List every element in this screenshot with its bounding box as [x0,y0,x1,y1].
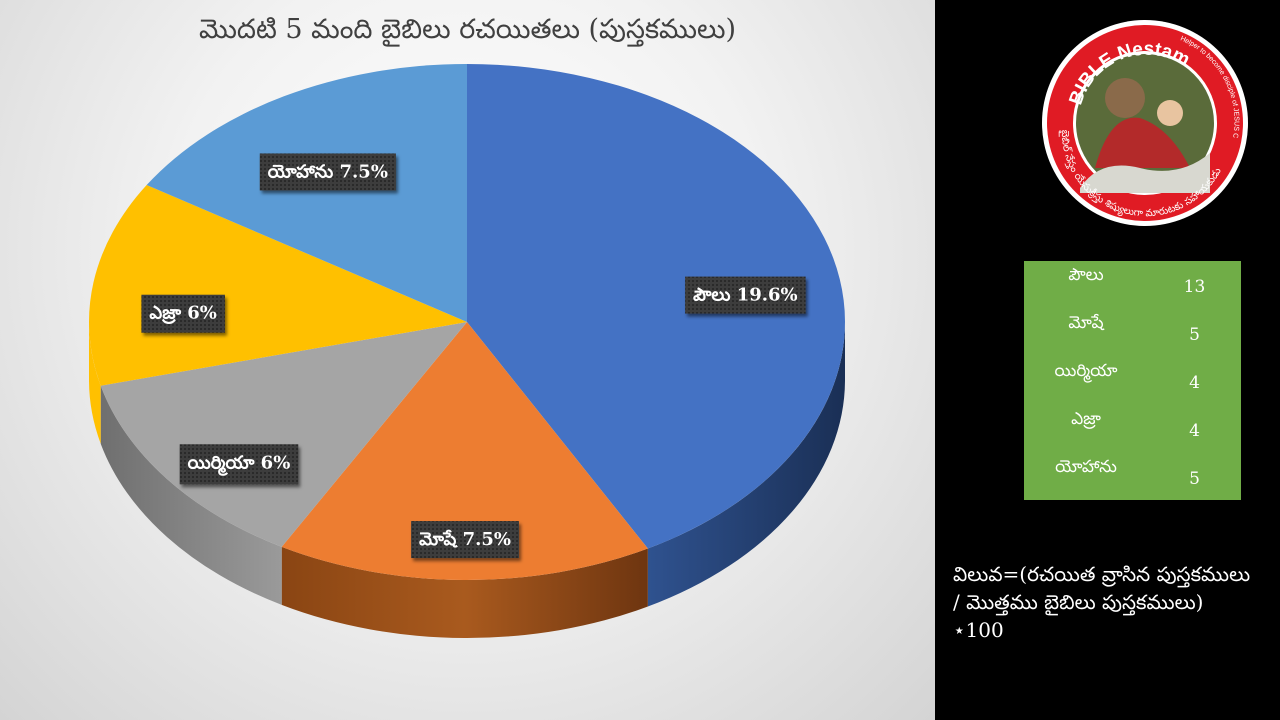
table-book-count: 5 [1189,325,1200,345]
logo-figure-garment [1080,153,1210,193]
formula-line-1: విలువ=(రచయిత వ్రాసిన పుస్తకములు [953,562,1251,586]
pie-chart: పౌలు 19.6% మోషే 7.5% యిర్మియా 6% ఎజ్రా 6% యో… [88,64,845,638]
chart-title: మొదటి 5 మంది బైబిలు రచయితలు (పుస్తకములు) [199,14,736,45]
table-row: యోహాను 5 [1024,453,1241,501]
pie-slice-side [281,546,648,638]
bible-nestam-logo: BIBLE Nestam Helper to become disciple o… [1040,18,1248,226]
formula-line-2: / మొత్తము బైబిలు పుస్తకములు) [953,590,1204,614]
pie-data-label-text: యిర్మియా 6% [188,452,291,476]
pie-data-label-text: యోహాను 7.5% [268,161,388,182]
formula-note: విలువ=(రచయిత వ్రాసిన పుస్తకములు / మొత్తమ… [953,560,1273,644]
pie-data-label: యిర్మియా 6% [179,444,299,485]
pie-slice-side [647,322,845,607]
pie-slice-side [100,385,282,605]
logo-figure-head [1105,78,1145,118]
pie-slice-side [89,322,101,444]
pie-slices [88,64,845,580]
pie-slice [146,64,467,322]
table-author-name: ఎజ్రా [1071,409,1101,429]
pie-data-label-box [685,276,806,314]
pie-slice [88,185,467,386]
pie-data-label-box [141,294,225,333]
table-row: ఎజ్రా 4 [1024,405,1241,453]
table-author-name: మోషే [1068,313,1104,333]
table-row: యిర్మియా 4 [1024,357,1241,405]
table-book-count: 4 [1189,373,1200,393]
formula-line-3: ⋆100 [953,618,1004,642]
table-row: పౌలు 13 [1024,261,1241,309]
pie-data-label-box [411,521,520,559]
pie-data-label-box [259,153,396,191]
pie-data-label: మోషే 7.5% [411,521,520,559]
pie-data-label-box [179,444,299,485]
pie-side-walls [89,322,845,638]
table-book-count: 4 [1189,421,1200,441]
pie-data-label-text: ఎజ్రా 6% [149,303,217,325]
table-author-name: యిర్మియా [1054,361,1118,381]
chart-slide: మొదటి 5 మంది బైబిలు రచయితలు (పుస్తకములు)… [0,0,935,720]
pie-data-label-text: పౌలు 19.6% [693,285,798,306]
logo-figure-robe [1095,117,1190,168]
pie-slice [100,322,468,547]
data-table: పౌలు 13 మోషే 5 యిర్మియా 4 ఎజ్రా 4 యోహాను… [1024,261,1241,500]
pie-data-label-text: మోషే 7.5% [419,529,511,550]
pie-slice [467,64,845,549]
pie-data-labels: పౌలు 19.6% మోషే 7.5% యిర్మియా 6% ఎజ్రా 6% యో… [141,153,806,559]
table-author-name: యోహాను [1055,457,1117,477]
table-row: మోషే 5 [1024,309,1241,357]
pie-data-label: పౌలు 19.6% [685,276,806,314]
logo-child-figure [1157,100,1183,126]
pie-data-label: ఎజ్రా 6% [141,294,225,333]
pie-slice [281,322,648,580]
table-author-name: పౌలు [1068,265,1104,285]
table-book-count: 5 [1189,469,1200,489]
table-book-count: 13 [1183,277,1206,297]
pie-data-label: యోహాను 7.5% [259,153,396,191]
